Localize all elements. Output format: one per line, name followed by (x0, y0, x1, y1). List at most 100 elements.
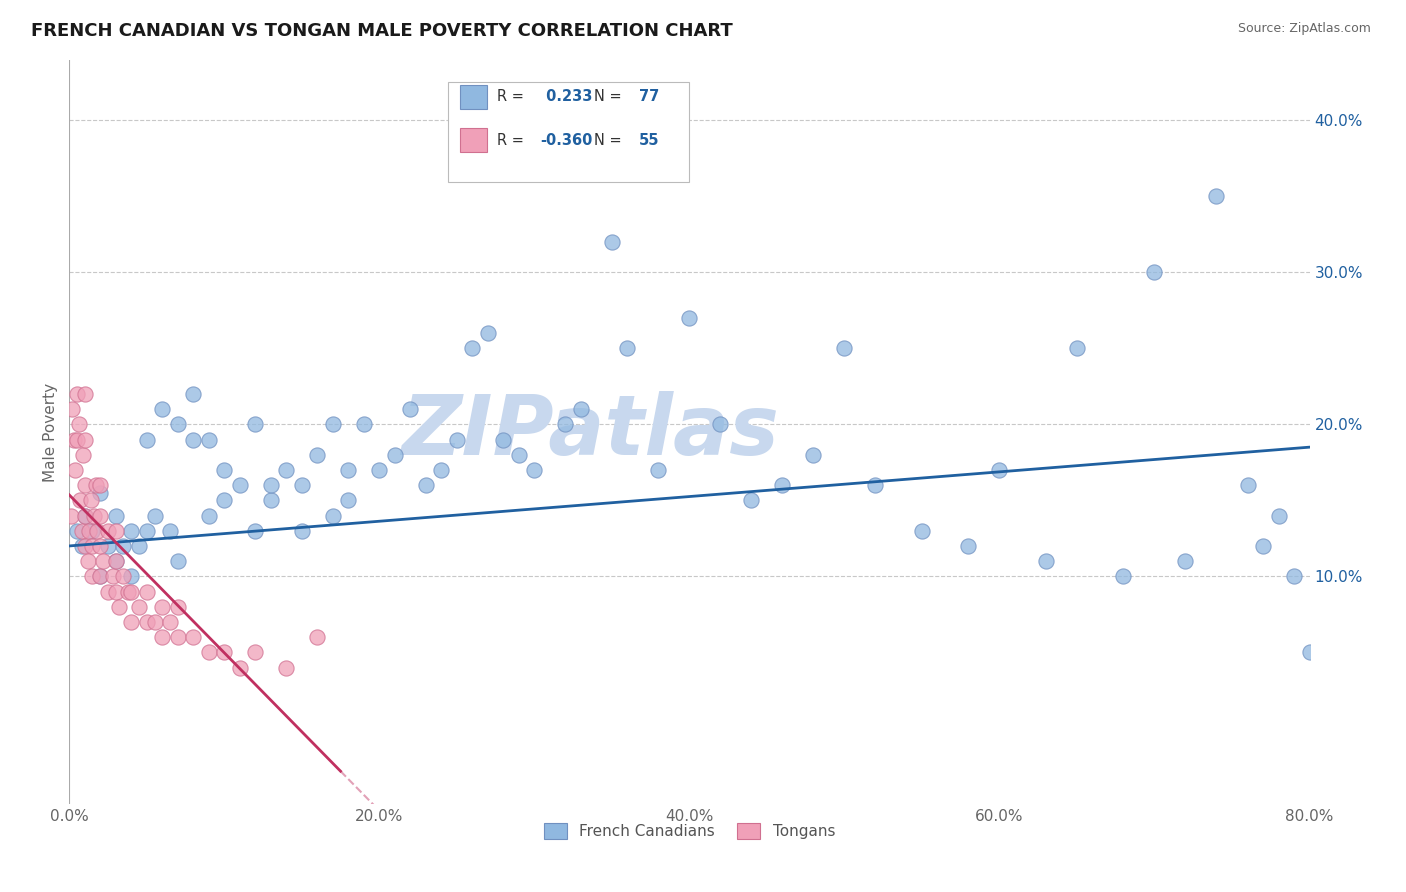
Point (1205, 189, 1227, 203)
Point (166, 599, 188, 614)
Point (322, 508, 344, 523)
Point (159, 524, 181, 538)
Point (197, 645, 219, 659)
Point (73, 508, 96, 523)
Point (76, 554, 98, 568)
Point (82, 569, 104, 583)
Point (245, 524, 267, 538)
Point (307, 630, 329, 644)
Point (104, 584, 127, 599)
Point (600, 235, 623, 249)
Point (245, 645, 267, 659)
Point (150, 630, 173, 644)
Point (72, 448, 94, 462)
Point (260, 493, 283, 508)
Point (59, 508, 82, 523)
Point (803, 448, 825, 462)
Point (508, 448, 530, 462)
Bar (460, 85, 488, 109)
Text: N =: N = (593, 89, 626, 104)
Point (1236, 478, 1258, 492)
Point (709, 417, 731, 432)
Point (1066, 342, 1088, 356)
Point (647, 463, 669, 477)
Y-axis label: Male Poverty: Male Poverty (44, 383, 58, 482)
Bar (460, 128, 488, 152)
Point (245, 417, 267, 432)
Point (70, 539, 93, 553)
Point (128, 599, 150, 614)
Point (834, 342, 856, 356)
Point (291, 478, 314, 492)
Point (89, 508, 111, 523)
Point (1112, 569, 1135, 583)
Point (65, 463, 87, 477)
Point (63, 433, 86, 447)
Point (104, 554, 127, 568)
FancyBboxPatch shape (447, 82, 689, 183)
Point (67, 417, 90, 432)
Point (120, 524, 142, 538)
Point (112, 569, 135, 583)
Point (181, 387, 204, 401)
Text: R =: R = (498, 89, 529, 104)
Point (66, 387, 89, 401)
Point (214, 493, 236, 508)
Point (73, 387, 96, 401)
Point (181, 630, 204, 644)
Point (166, 554, 188, 568)
Point (770, 478, 793, 492)
Point (66, 433, 89, 447)
Point (97, 524, 120, 538)
Point (415, 478, 437, 492)
Point (166, 417, 188, 432)
Point (276, 660, 298, 674)
Point (1174, 554, 1197, 568)
Point (120, 569, 142, 583)
Point (89, 478, 111, 492)
Point (740, 493, 762, 508)
Text: R =: R = (498, 133, 529, 147)
Point (1143, 265, 1166, 279)
Point (89, 485, 111, 500)
Point (150, 599, 173, 614)
Point (135, 433, 157, 447)
Point (73, 478, 96, 492)
Point (80, 493, 103, 508)
Point (143, 508, 166, 523)
Point (865, 478, 887, 492)
Point (678, 310, 700, 325)
Point (66, 524, 89, 538)
Point (73, 433, 96, 447)
Point (229, 660, 252, 674)
Point (120, 584, 142, 599)
Point (70, 524, 93, 538)
Point (1298, 645, 1320, 659)
Point (337, 493, 360, 508)
Point (276, 463, 298, 477)
Point (461, 342, 484, 356)
Point (73, 539, 96, 553)
Point (307, 448, 329, 462)
Point (89, 569, 111, 583)
Point (368, 463, 391, 477)
Point (108, 599, 131, 614)
Point (89, 539, 111, 553)
Point (83, 508, 105, 523)
Point (84, 478, 107, 492)
Text: 77: 77 (638, 89, 659, 104)
Text: 0.233: 0.233 (540, 89, 592, 104)
Point (214, 645, 236, 659)
Point (957, 539, 980, 553)
Point (229, 478, 252, 492)
Point (135, 584, 157, 599)
Point (60, 402, 83, 417)
Point (523, 463, 546, 477)
Text: N =: N = (593, 133, 626, 147)
Text: FRENCH CANADIAN VS TONGAN MALE POVERTY CORRELATION CHART: FRENCH CANADIAN VS TONGAN MALE POVERTY C… (31, 22, 733, 40)
Point (988, 463, 1011, 477)
Point (104, 524, 127, 538)
Point (91, 554, 114, 568)
Point (86, 524, 108, 538)
Point (337, 463, 360, 477)
